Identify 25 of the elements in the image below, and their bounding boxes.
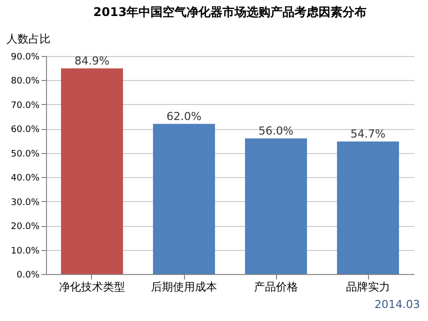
data-label: 84.9% bbox=[74, 54, 110, 68]
x-tick-label: 后期使用成本 bbox=[151, 280, 217, 294]
y-tick-label: 90.0% bbox=[10, 52, 40, 62]
data-label: 56.0% bbox=[258, 124, 294, 138]
text: 2014.03 bbox=[374, 298, 420, 311]
bar bbox=[245, 138, 307, 274]
y-tick-label: 10.0% bbox=[10, 246, 40, 256]
y-tick-label: 60.0% bbox=[10, 125, 40, 136]
chart-title: 2013年中国空气净化器市场选购产品考虑因素分布 bbox=[93, 5, 367, 19]
bar bbox=[337, 142, 399, 274]
y-tick-label: 30.0% bbox=[10, 198, 40, 208]
data-label: 54.7% bbox=[350, 128, 386, 141]
x-tick-label: 净化技术类型 bbox=[59, 280, 125, 294]
y-tick-label: 20.0% bbox=[10, 222, 40, 232]
data-label: 62.0% bbox=[166, 110, 202, 123]
x-tick-label: 品牌实力 bbox=[346, 280, 390, 294]
y-tick-label: 80.0% bbox=[10, 76, 40, 87]
x-tick-label: 产品价格 bbox=[254, 280, 298, 294]
y-axis-title: 人数占比 bbox=[6, 32, 50, 46]
y-tick-label: 70.0% bbox=[10, 100, 40, 111]
y-tick-label: 0.0% bbox=[16, 270, 40, 280]
y-tick-label: 40.0% bbox=[10, 174, 40, 184]
y-tick-label: 50.0% bbox=[10, 149, 40, 160]
bar bbox=[61, 68, 123, 274]
bar bbox=[153, 124, 215, 274]
